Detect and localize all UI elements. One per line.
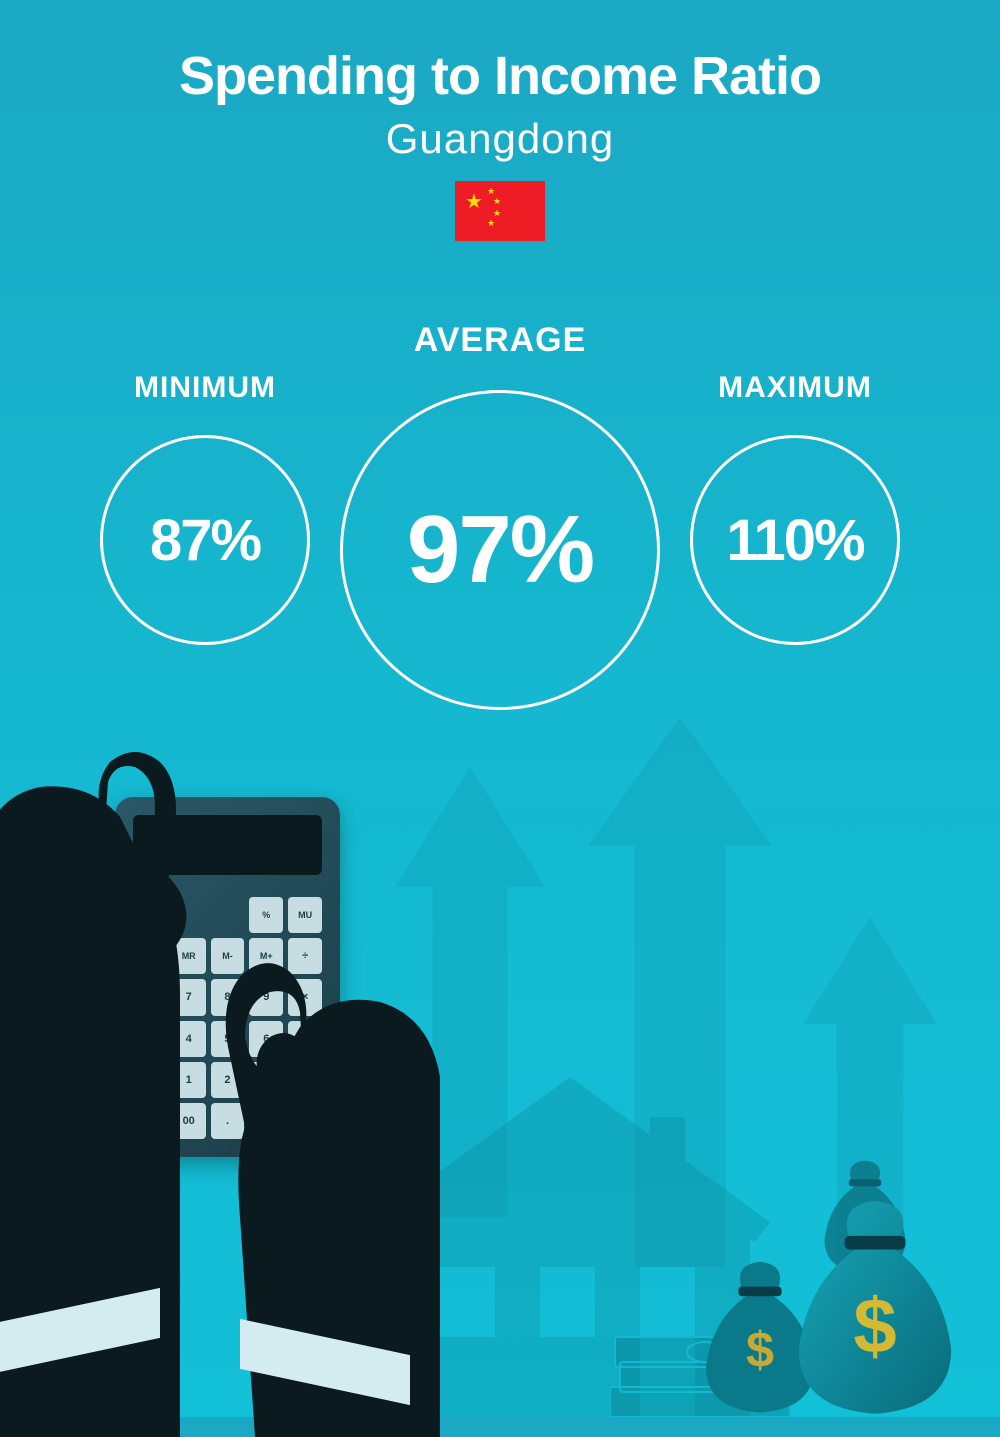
average-value: 97% — [407, 495, 593, 605]
maximum-circle: 110% — [690, 435, 900, 645]
minimum-label: MINIMUM — [134, 371, 276, 405]
calc-key: MU — [288, 897, 322, 933]
average-label: AVERAGE — [414, 321, 587, 360]
hands-calculator-icon: % MU MC MR M- M+ ÷ +/- 7 8 9 × ▶ 4 5 6 −… — [0, 737, 420, 1417]
illustration-layer: $ $ $ % MU MC MR M- M+ — [0, 767, 1000, 1417]
maximum-label: MAXIMUM — [718, 371, 872, 405]
average-metric: AVERAGE 97% — [340, 321, 660, 710]
maximum-value: 110% — [726, 507, 863, 574]
metrics-row: MINIMUM 87% AVERAGE 97% MAXIMUM 110% — [0, 321, 1000, 710]
minimum-value: 87% — [150, 507, 260, 574]
china-flag-icon: ★ ★ ★ ★ ★ — [455, 181, 545, 241]
calc-key: % — [249, 897, 283, 933]
average-circle: 97% — [340, 390, 660, 710]
maximum-metric: MAXIMUM 110% — [690, 321, 900, 645]
svg-text:$: $ — [746, 1321, 774, 1378]
minimum-circle: 87% — [100, 435, 310, 645]
page-title: Spending to Income Ratio — [0, 45, 1000, 107]
svg-text:$: $ — [853, 1284, 896, 1370]
page-subtitle: Guangdong — [0, 115, 1000, 163]
minimum-metric: MINIMUM 87% — [100, 321, 310, 645]
money-bag-icon: $ — [790, 1197, 960, 1417]
header: Spending to Income Ratio Guangdong ★ ★ ★… — [0, 0, 1000, 241]
